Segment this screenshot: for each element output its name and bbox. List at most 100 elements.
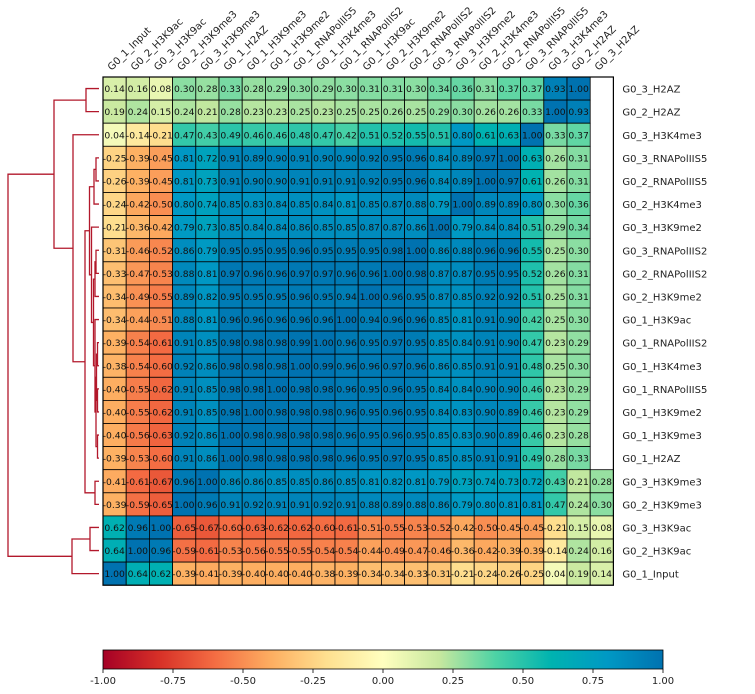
cell-value-label: 1.00	[151, 523, 172, 534]
cell-value-label: -0.61	[149, 338, 173, 349]
cell-value-label: 0.26	[545, 153, 566, 164]
cell-value-label: 0.90	[476, 384, 497, 395]
cell-value-label: -0.25	[520, 569, 544, 580]
cell-value-label: -0.54	[335, 546, 359, 557]
cell-value-label: -0.34	[381, 569, 405, 580]
cell-value-label: -0.60	[219, 523, 243, 534]
cell-value-label: 0.25	[360, 107, 381, 118]
cell-value-label: 0.82	[197, 292, 217, 303]
cell-value-label: -0.55	[126, 384, 150, 395]
cell-value-label: 0.92	[174, 431, 194, 442]
cell-value-label: 0.96	[336, 338, 357, 349]
cell-value-label: 0.95	[360, 384, 381, 395]
cell-value-label: 0.79	[174, 223, 195, 234]
cell-value-label: 0.33	[220, 84, 241, 95]
cell-value-label: 0.91	[290, 176, 310, 187]
cell-value-label: 0.23	[545, 431, 566, 442]
cell-value-label: 0.30	[290, 84, 311, 95]
cell-value-label: 0.97	[313, 269, 334, 280]
cell-value-label: 0.31	[568, 292, 588, 303]
cell-value-label: 0.95	[220, 246, 241, 257]
cell-value-label: 1.00	[452, 200, 473, 211]
row-label: G0_1_H2AZ	[622, 454, 680, 465]
cell-value-label: 0.96	[336, 361, 357, 372]
cell-value-label: -0.40	[103, 384, 127, 395]
colorbar-tick-label: -0.75	[160, 676, 186, 687]
cell-value-label: 0.96	[336, 454, 357, 465]
cell-value-label: 0.62	[104, 523, 124, 534]
cell-value-label: 0.85	[452, 454, 473, 465]
cell-value-label: 0.91	[220, 500, 240, 511]
cell-value-label: -0.40	[242, 569, 266, 580]
cell-value-label: -0.39	[520, 546, 544, 557]
cell-value-label: -0.55	[265, 546, 289, 557]
cell-value-label: 0.95	[336, 246, 357, 257]
cell-value-label: 0.95	[244, 246, 265, 257]
cell-value-label: -0.45	[520, 523, 544, 534]
cell-value-label: 0.98	[406, 269, 427, 280]
row-label: G0_2_H2AZ	[622, 108, 680, 119]
cell-value-label: 0.79	[197, 246, 218, 257]
cell-value-label: -0.45	[497, 523, 521, 534]
cell-value-label: 0.95	[360, 431, 381, 442]
cell-value-label: -0.51	[358, 523, 382, 534]
row-label: G0_2_RNAPolIIS5	[622, 177, 707, 188]
cell-value-label: 0.89	[174, 292, 195, 303]
cell-value-label: 0.73	[197, 176, 218, 187]
cell-value-label: 0.98	[313, 384, 334, 395]
cell-value-label: -0.26	[103, 176, 127, 187]
cell-value-label: 0.72	[522, 477, 542, 488]
cell-value-label: 0.85	[197, 407, 218, 418]
cell-value-label: 0.87	[360, 223, 381, 234]
cell-value-label: 0.86	[197, 431, 218, 442]
cell-value-label: 0.04	[104, 130, 125, 141]
cell-value-label: 0.86	[244, 477, 265, 488]
cell-value-label: 0.86	[406, 223, 427, 234]
cell-value-label: 0.42	[336, 130, 356, 141]
cell-value-label: 0.86	[429, 361, 450, 372]
heatmap-frame	[102, 76, 614, 586]
cell-value-label: -0.54	[126, 361, 150, 372]
cell-value-label: -0.21	[149, 130, 173, 141]
cell-value-label: 1.00	[360, 292, 381, 303]
cell-value-label: 0.91	[476, 315, 496, 326]
cell-value-label: 0.81	[174, 176, 194, 187]
row-label: G0_1_H3K9me2	[622, 408, 702, 419]
cell-value-label: 0.46	[267, 130, 288, 141]
cell-value-label: 0.30	[592, 500, 613, 511]
cell-value-label: 0.86	[313, 477, 334, 488]
cell-value-label: -0.65	[172, 523, 196, 534]
cell-value-label: 0.84	[313, 200, 334, 211]
cell-value-label: 0.99	[290, 338, 311, 349]
cell-value-label: -0.31	[103, 246, 127, 257]
cell-value-label: 0.25	[545, 361, 566, 372]
cell-value-label: -0.34	[358, 569, 382, 580]
cell-value-label: -0.33	[404, 569, 428, 580]
cell-value-label: 0.98	[244, 384, 265, 395]
cell-value-label: 0.73	[452, 477, 473, 488]
cell-value-label: 0.95	[267, 292, 288, 303]
cell-value-label: 0.28	[545, 454, 566, 465]
cell-value-label: 0.89	[499, 431, 520, 442]
cell-value-label: 0.96	[383, 315, 404, 326]
cell-value-label: -0.53	[404, 523, 428, 534]
cell-value-label: 0.98	[290, 384, 311, 395]
cell-value-label: -0.31	[428, 569, 452, 580]
cell-value-label: -0.39	[126, 176, 150, 187]
row-label: G0_3_H2AZ	[622, 85, 680, 96]
cell-value-label: 0.97	[383, 338, 404, 349]
cell-value-label: 0.23	[545, 407, 566, 418]
cell-value-label: 0.98	[267, 431, 288, 442]
cell-value-label: 0.74	[476, 477, 497, 488]
cell-value-label: 0.84	[429, 384, 450, 395]
cell-value-label: 0.95	[360, 246, 381, 257]
cell-value-label: 0.25	[545, 246, 566, 257]
cell-value-label: -0.61	[196, 546, 220, 557]
cell-value-label: 0.47	[522, 338, 543, 349]
cell-value-label: 0.85	[197, 384, 218, 395]
heatmap-cells: 0.14 0.16 0.08 0.30 0.28 0.33 0.28 0.29 0.30 0.29…	[102, 76, 614, 586]
cell-value-label: 0.51	[360, 130, 380, 141]
cell-value-label: 0.30	[568, 361, 589, 372]
cell-value-label: 0.19	[104, 107, 125, 118]
